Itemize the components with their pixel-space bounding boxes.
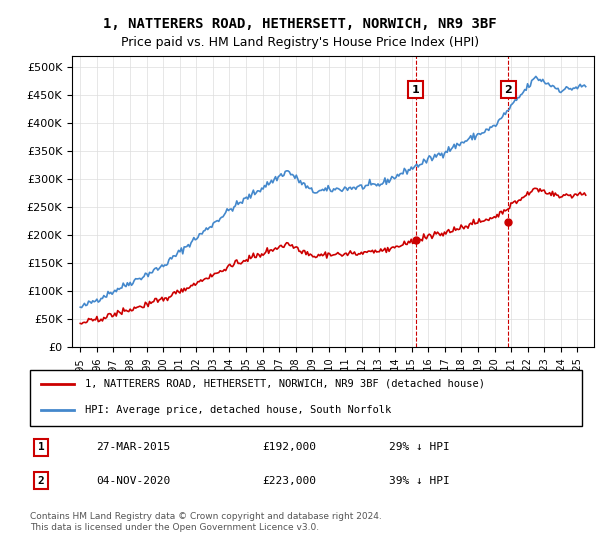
Text: 27-MAR-2015: 27-MAR-2015	[96, 442, 170, 452]
FancyBboxPatch shape	[30, 370, 582, 426]
Text: £192,000: £192,000	[262, 442, 316, 452]
Text: 1, NATTERERS ROAD, HETHERSETT, NORWICH, NR9 3BF (detached house): 1, NATTERERS ROAD, HETHERSETT, NORWICH, …	[85, 379, 485, 389]
Text: 1, NATTERERS ROAD, HETHERSETT, NORWICH, NR9 3BF: 1, NATTERERS ROAD, HETHERSETT, NORWICH, …	[103, 17, 497, 31]
Text: 29% ↓ HPI: 29% ↓ HPI	[389, 442, 449, 452]
Text: £223,000: £223,000	[262, 475, 316, 486]
Text: 1: 1	[38, 442, 44, 452]
Text: 2: 2	[505, 85, 512, 95]
Text: Contains HM Land Registry data © Crown copyright and database right 2024.
This d: Contains HM Land Registry data © Crown c…	[30, 512, 382, 532]
Text: HPI: Average price, detached house, South Norfolk: HPI: Average price, detached house, Sout…	[85, 405, 391, 415]
Text: 1: 1	[412, 85, 419, 95]
Text: 04-NOV-2020: 04-NOV-2020	[96, 475, 170, 486]
Text: 2: 2	[38, 475, 44, 486]
Text: Price paid vs. HM Land Registry's House Price Index (HPI): Price paid vs. HM Land Registry's House …	[121, 36, 479, 49]
Text: 39% ↓ HPI: 39% ↓ HPI	[389, 475, 449, 486]
